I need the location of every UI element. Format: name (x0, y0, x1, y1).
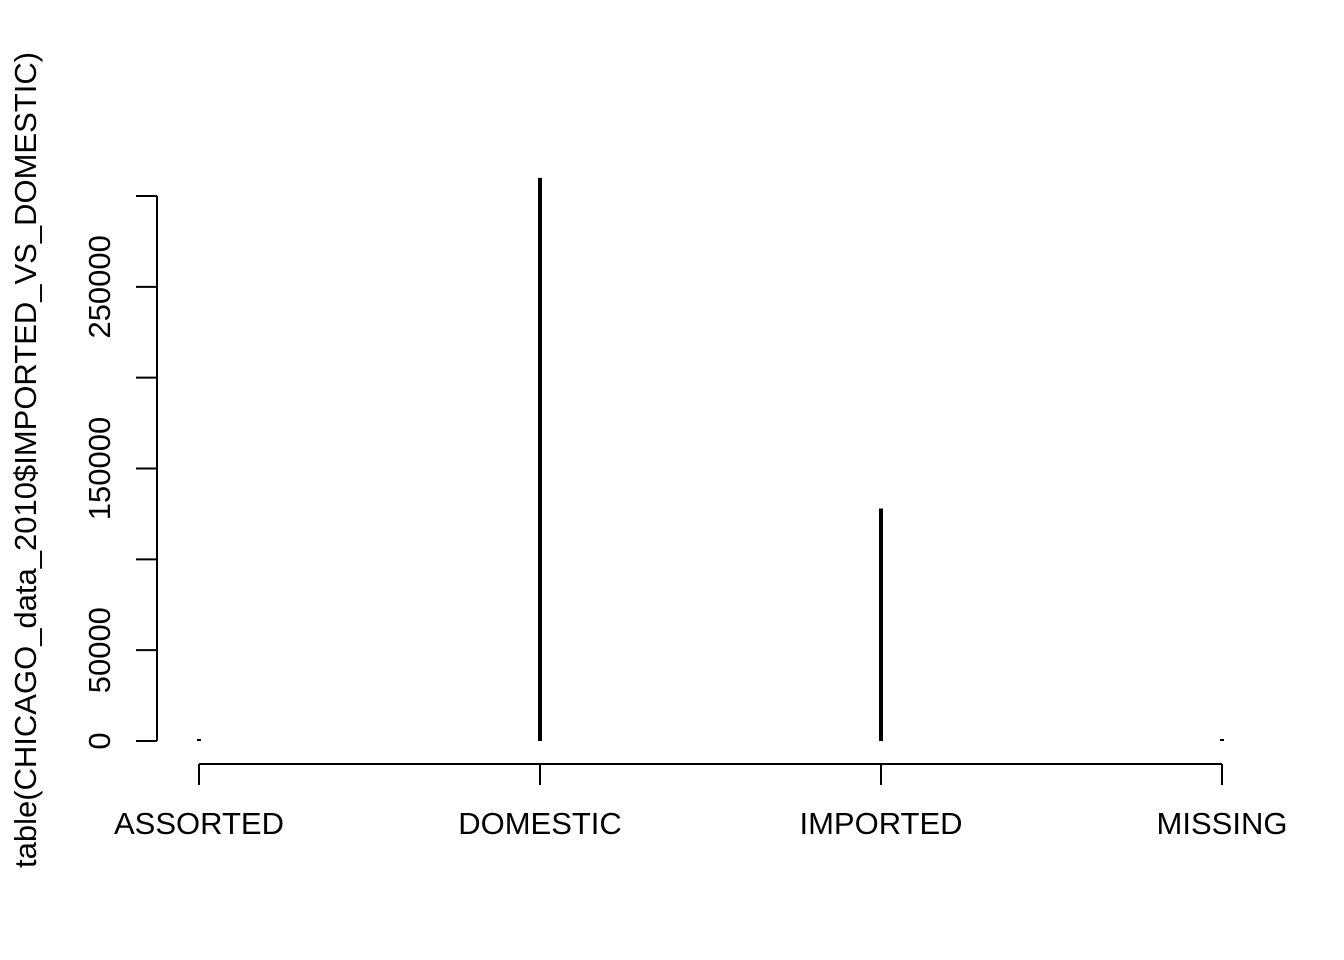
y-tick-label: 50000 (82, 607, 117, 693)
y-axis: 0 50000 150000 250000 (82, 195, 158, 750)
x-tick-label: MISSING (1157, 806, 1288, 841)
y-tick-label: 150000 (82, 417, 117, 520)
bars (197, 177, 1224, 741)
y-tick-label: 250000 (82, 235, 117, 338)
x-axis: ASSORTED DOMESTIC IMPORTED MISSING (114, 763, 1288, 841)
x-tick-label: ASSORTED (114, 806, 284, 841)
x-tick-label: IMPORTED (799, 806, 962, 841)
y-tick-label: 0 (82, 732, 117, 749)
y-axis-label: table(CHICAGO_data_2010$IMPORTED_VS_DOME… (8, 52, 43, 868)
x-tick-label: DOMESTIC (458, 806, 622, 841)
